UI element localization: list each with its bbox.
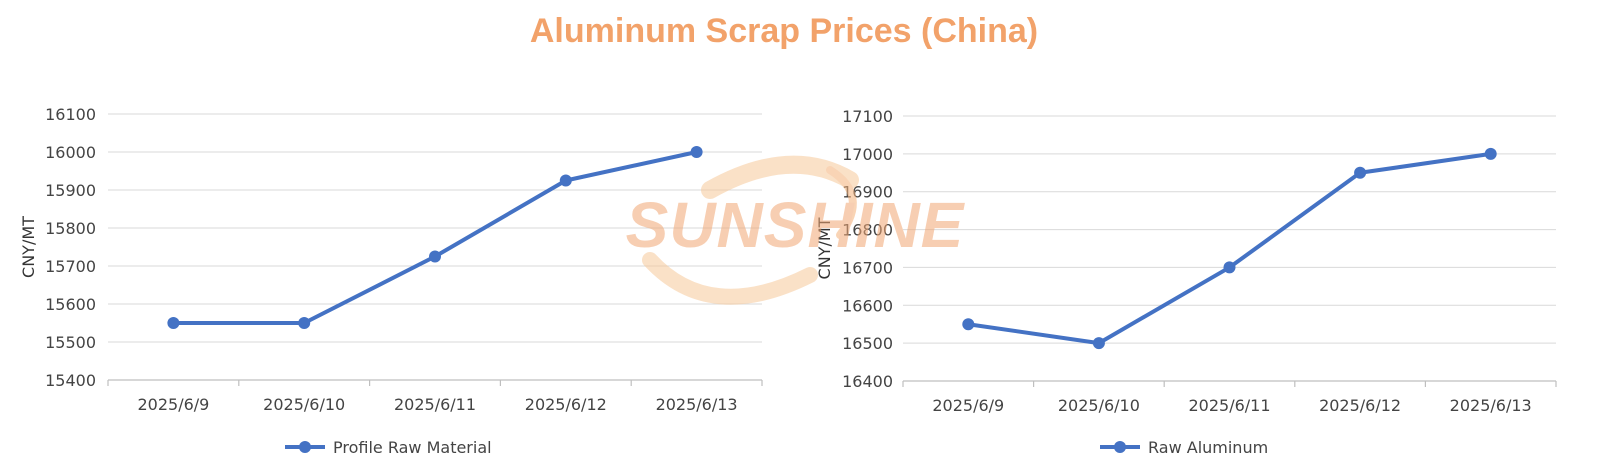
y-tick-label: 15600: [45, 295, 96, 314]
x-tick-label: 2025/6/12: [1319, 396, 1401, 415]
legend-marker-icon: [299, 441, 311, 453]
legend-label: Profile Raw Material: [333, 438, 492, 457]
y-tick-label: 17000: [842, 145, 893, 164]
y-tick-label: 16600: [842, 296, 893, 315]
series-line: [968, 151, 1491, 346]
y-tick-label: 15700: [45, 257, 96, 276]
y-tick-label: 17100: [842, 107, 893, 126]
x-tick-label: 2025/6/9: [932, 396, 1004, 415]
y-tick-label: 16900: [842, 183, 893, 202]
series-line: [173, 150, 698, 325]
data-point: [690, 146, 703, 158]
data-point: [1354, 166, 1367, 179]
x-tick-label: 2025/6/11: [394, 395, 476, 414]
chart-1: 15400 15500 15600 15700 15800 15900 16000 16100…: [19, 105, 763, 457]
x-tick-label: 2025/6/13: [656, 395, 738, 414]
data-point: [1092, 337, 1105, 350]
x-tick-label: 2025/6/13: [1450, 396, 1532, 415]
y-axis-label: CNY/MT: [815, 217, 834, 279]
x-tick-label: 2025/6/10: [263, 395, 345, 414]
legend-marker-icon: [1114, 441, 1126, 453]
data-point: [559, 174, 572, 187]
y-tick-label: 15400: [45, 371, 96, 390]
x-tick-label: 2025/6/12: [525, 395, 607, 414]
data-point: [167, 317, 180, 329]
y-tick-label: 16000: [45, 143, 96, 162]
data-point: [298, 317, 311, 329]
data-point: [1484, 147, 1497, 160]
x-tick-label: 2025/6/9: [137, 395, 209, 414]
y-tick-label: 16700: [842, 258, 893, 277]
y-tick-label: 16100: [45, 105, 96, 124]
y-tick-label: 15800: [45, 219, 96, 238]
y-tick-label: 16400: [842, 372, 893, 391]
y-axis-label: CNY/MT: [19, 216, 38, 278]
x-tick-label: 2025/6/10: [1058, 396, 1140, 415]
y-tick-label: 16500: [842, 334, 893, 353]
chart-2: 16400 16500 16600 16700 16800 16900 17000 17100…: [815, 107, 1557, 457]
legend-label: Raw Aluminum: [1148, 438, 1268, 457]
chart-title: Aluminum Scrap Prices (China): [529, 12, 1039, 50]
y-tick-label: 15500: [45, 333, 96, 352]
data-point: [429, 250, 441, 263]
x-tick-label: 2025/6/11: [1188, 396, 1270, 415]
data-point: [962, 318, 975, 331]
y-tick-label: 16800: [842, 221, 893, 240]
data-point: [1223, 261, 1236, 274]
y-tick-label: 15900: [45, 181, 96, 200]
